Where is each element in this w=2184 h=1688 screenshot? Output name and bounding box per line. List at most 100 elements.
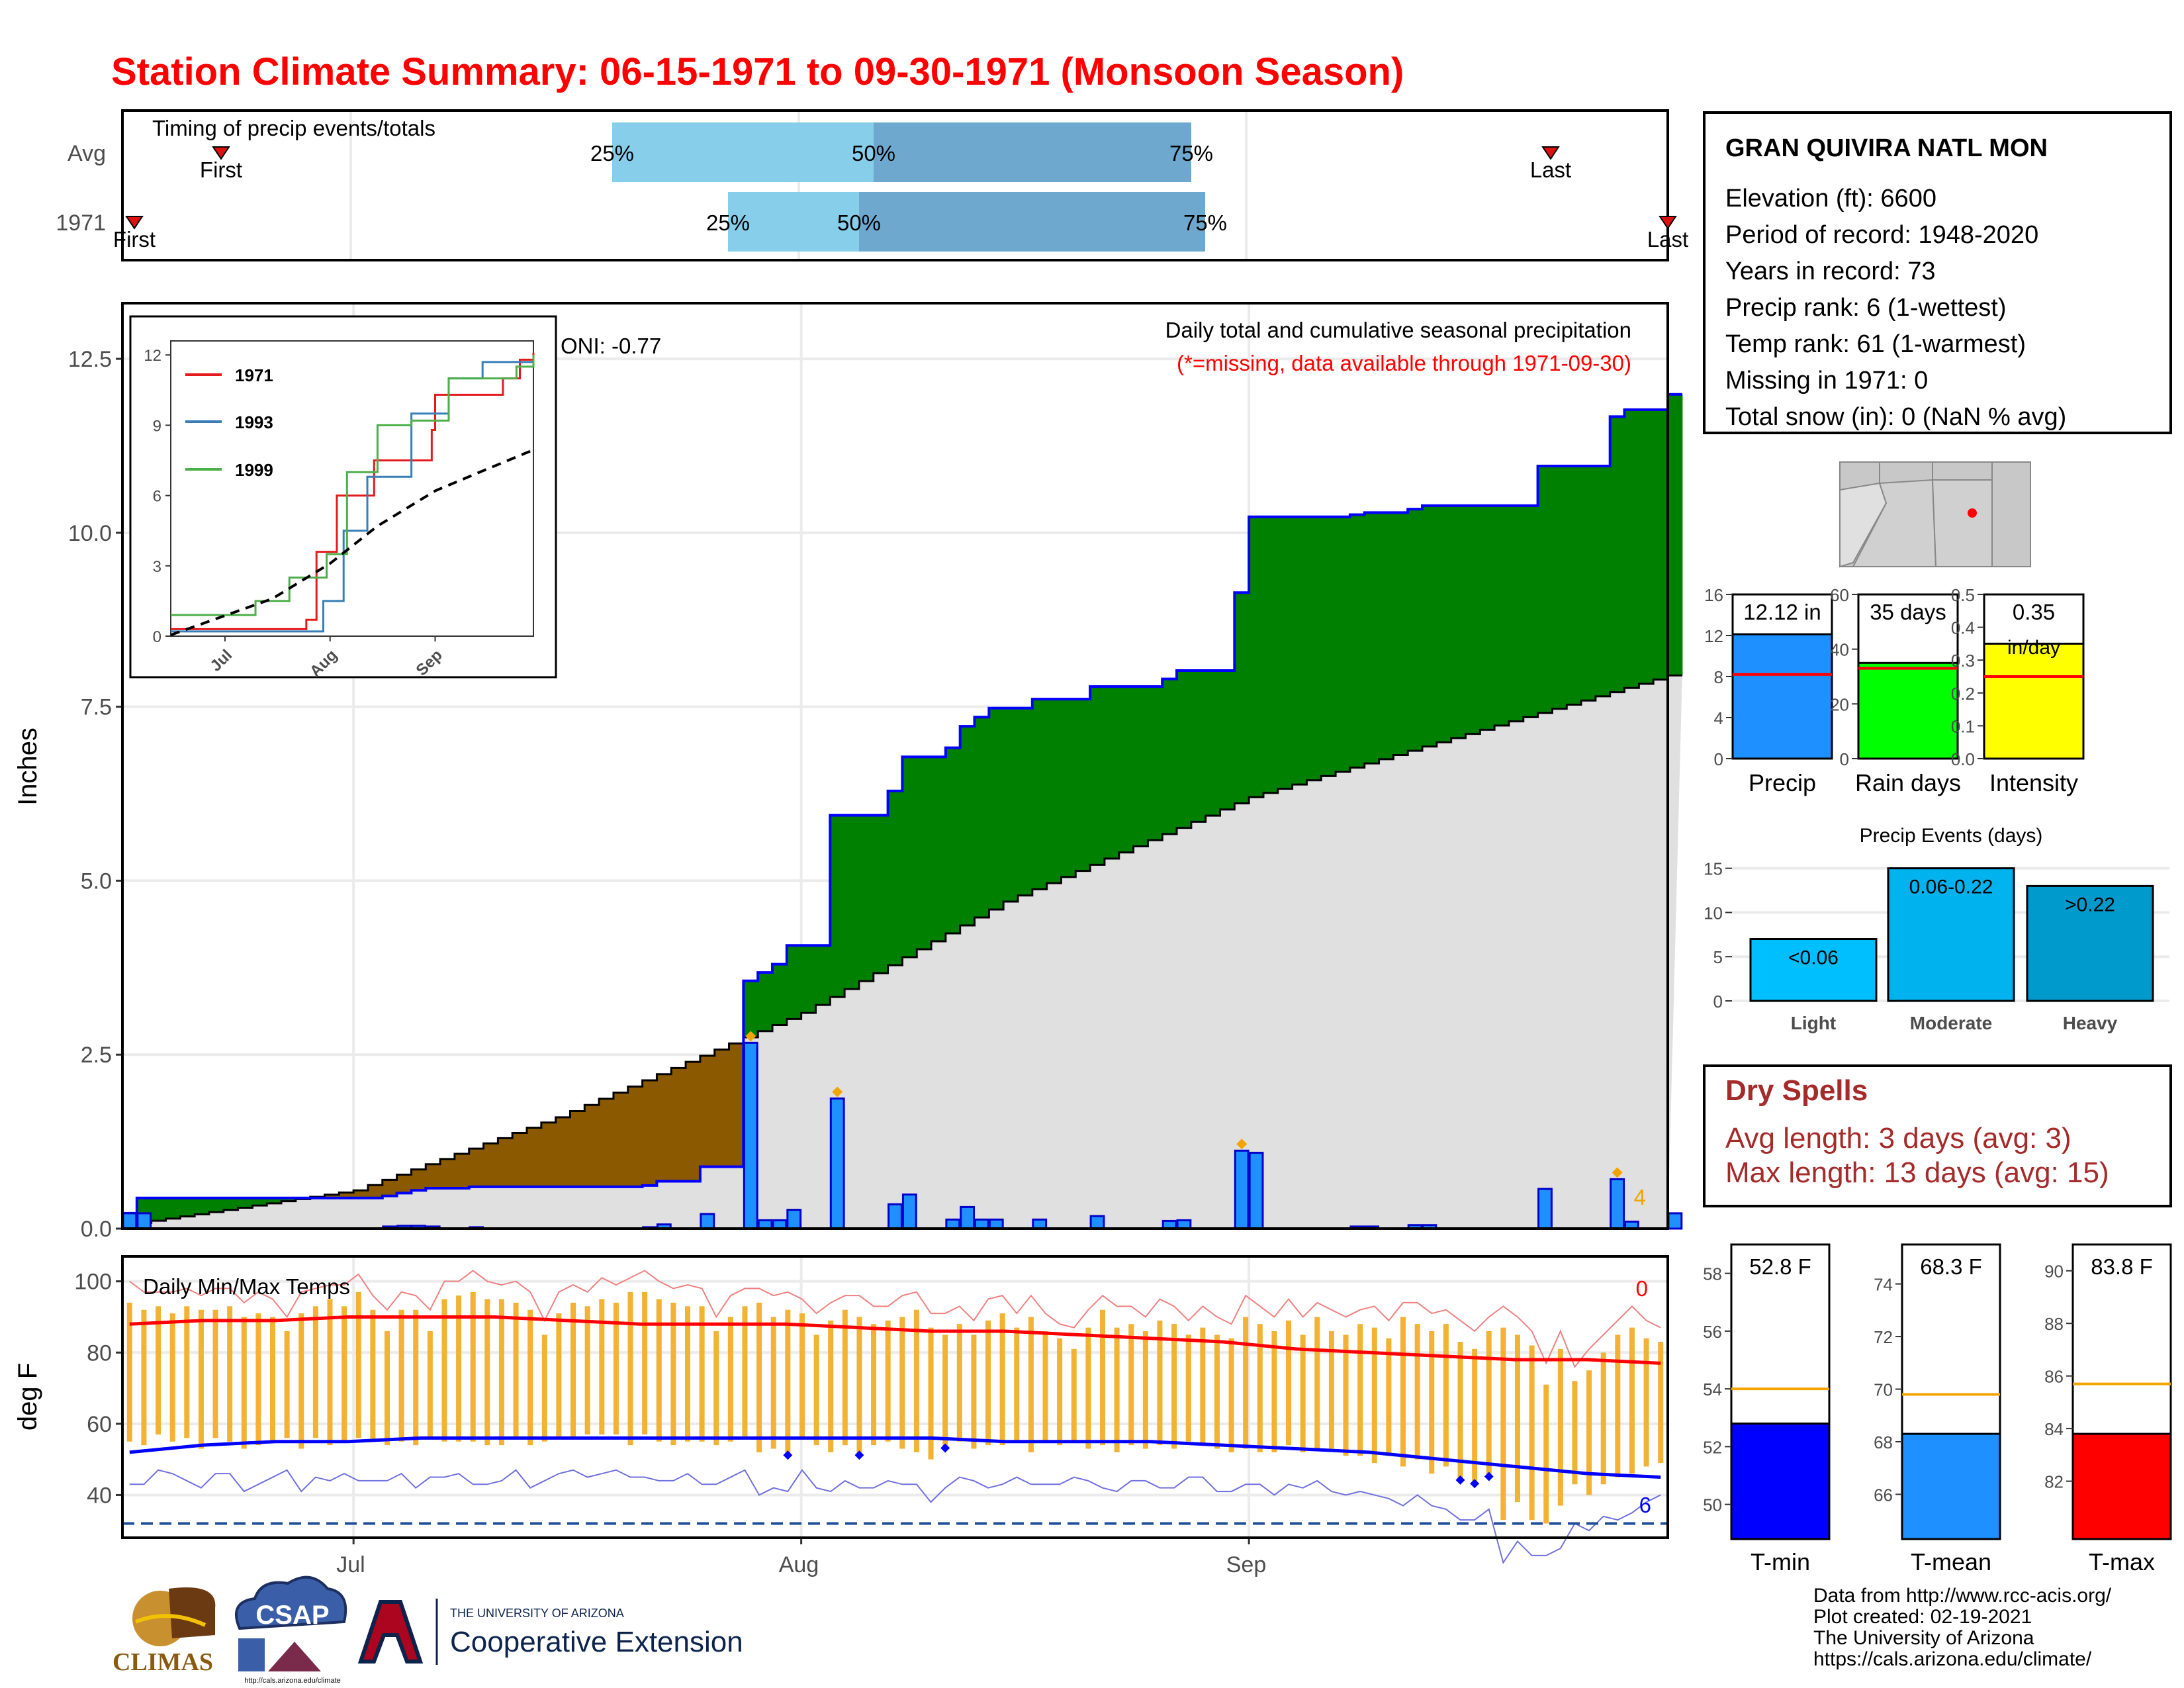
- station-info: GRAN QUIVIRA NATL MON Elevation (ft): 66…: [1703, 111, 2172, 434]
- summary-y-tick-label: 8: [1714, 667, 1723, 687]
- surplus-area-segment: [1306, 516, 1322, 780]
- daily-temp-bar: [556, 1313, 562, 1438]
- surplus-area-segment: [844, 815, 860, 990]
- temp-bar-y-tick-label: 90: [2044, 1262, 2064, 1282]
- daily-temp-bar: [627, 1291, 633, 1446]
- deficit-area-segment: [396, 1174, 412, 1194]
- surplus-area-segment: [1118, 686, 1134, 853]
- surplus-area-segment: [252, 1197, 267, 1206]
- extreme-precip-marker: [745, 1031, 756, 1042]
- daily-temp-bar: [1328, 1331, 1334, 1449]
- summary-bar-Precip: [1731, 633, 1833, 760]
- surplus-area-segment: [1191, 670, 1206, 822]
- map-state-new-mexico: [1931, 479, 1993, 567]
- daily-temp-bar: [599, 1299, 605, 1434]
- daily-temp-bar: [1472, 1348, 1478, 1485]
- daily-temp-bar: [1157, 1320, 1163, 1446]
- daily-temp-bar: [1300, 1335, 1306, 1452]
- daily-temp-bar: [513, 1302, 519, 1438]
- daily-temp-bar: [126, 1302, 132, 1442]
- deficit-area-segment: [339, 1192, 354, 1198]
- daily-temp-bar: [327, 1299, 333, 1446]
- deficit-area-segment: [599, 1098, 614, 1187]
- surplus-area-segment: [1032, 699, 1048, 890]
- daily-precip-bar: [700, 1213, 715, 1230]
- surplus-area-segment: [1003, 708, 1019, 902]
- surplus-area-segment: [1277, 516, 1293, 789]
- record-low-marker: [1484, 1472, 1494, 1481]
- summary-y-tick-label: 0.0: [1951, 749, 1975, 769]
- temp-y-tick-label: 80: [87, 1340, 112, 1366]
- surplus-area-segment: [815, 945, 831, 1006]
- daily-temp-bar: [498, 1299, 504, 1446]
- events-bar-name-0: Light: [1791, 1013, 1836, 1033]
- surplus-area-segment: [1061, 699, 1076, 877]
- summary-y-tick-label: 60: [1830, 585, 1849, 605]
- daily-precip-bar: [988, 1218, 1004, 1230]
- daily-precip-bar: [786, 1209, 802, 1230]
- temp-bar-y-tick-label: 56: [1703, 1322, 1722, 1342]
- daily-temp-bar: [742, 1306, 748, 1438]
- daily-temp-bar: [1271, 1331, 1277, 1452]
- daily-temp-bar: [1014, 1327, 1020, 1442]
- footer-line-4: https://cals.arizona.edu/climate/: [1813, 1648, 2092, 1670]
- deficit-area-segment: [498, 1138, 513, 1187]
- summary-y-tick-label: 40: [1830, 640, 1849, 660]
- events-y-tick-label: 10: [1704, 903, 1723, 923]
- events-bar-label-1: 0.06-0.22: [1909, 876, 1993, 898]
- precip-y-tick-label: 5.0: [81, 868, 112, 894]
- avg-tmin-line: [129, 1436, 1661, 1479]
- surplus-area-segment: [1610, 416, 1625, 692]
- station-location-marker: [1968, 508, 1977, 518]
- csap-wordmark: CSAP: [255, 1601, 329, 1630]
- daily-temp-bar: [398, 1309, 404, 1442]
- inset-y-tick-label: 0: [153, 628, 161, 646]
- timing-avg-q25: 25%: [590, 141, 634, 165]
- daily-temp-bar: [298, 1313, 304, 1449]
- surplus-area-segment: [1595, 465, 1611, 696]
- surplus-area-segment: [1393, 512, 1408, 755]
- climas-logo: CLIMAS: [113, 1587, 216, 1676]
- inset-line-avg: [170, 448, 534, 637]
- surplus-area-segment: [887, 790, 903, 966]
- surplus-area-segment: [1422, 505, 1437, 747]
- daily-temp-bar: [1400, 1317, 1406, 1467]
- daily-temp-bar: [1572, 1381, 1578, 1485]
- temp-y-tick-label: 100: [74, 1270, 112, 1295]
- deficit-area-segment: [367, 1185, 383, 1198]
- timing-1971-q25: 25%: [706, 211, 750, 235]
- surplus-area-segment: [165, 1197, 181, 1219]
- daily-temp-bar: [770, 1317, 776, 1449]
- summary-y-tick-label: 0.5: [1951, 585, 1975, 605]
- daily-temp-bar: [484, 1299, 490, 1446]
- deficit-area-segment: [570, 1111, 585, 1187]
- inset-y-tick-label: 6: [153, 488, 161, 506]
- deficit-area-segment: [324, 1194, 340, 1198]
- surplus-area-segment: [1408, 509, 1423, 751]
- ua-cooperative-extension: Cooperative Extension: [450, 1626, 743, 1658]
- temp-bar-y-tick-label: 70: [1874, 1380, 1893, 1400]
- daily-precip-bar: [1234, 1149, 1250, 1230]
- summary-bar-Rain days: [1857, 661, 1959, 760]
- surplus-area-segment: [1177, 670, 1192, 828]
- temp-bar-value-0: 52.8 F: [1749, 1254, 1811, 1279]
- extreme-precip-marker: [1236, 1139, 1248, 1150]
- deficit-area-segment: [469, 1149, 484, 1187]
- daily-temp-bar: [871, 1324, 877, 1446]
- x-tick-jul: Jul: [336, 1552, 365, 1577]
- temp-y-axis-title: deg F: [13, 1363, 42, 1430]
- record-high-line: [129, 1270, 1661, 1368]
- daily-temp-bar: [956, 1324, 962, 1442]
- daily-temp-bar: [570, 1302, 576, 1438]
- events-bar-light: [1749, 938, 1878, 1002]
- surplus-area-segment: [1523, 505, 1539, 718]
- daily-temp-bar: [1514, 1335, 1520, 1503]
- precip-y-tick-label: 7.5: [81, 695, 112, 720]
- deficit-area-segment: [613, 1092, 629, 1187]
- extreme-count: 4: [1634, 1185, 1646, 1209]
- timing-label: Timing of precip events/totals: [152, 116, 435, 140]
- surplus-area-segment: [223, 1197, 239, 1210]
- timing-avg-q25-q50-bar: [612, 122, 874, 182]
- timing-avg-last-marker: [1541, 146, 1560, 160]
